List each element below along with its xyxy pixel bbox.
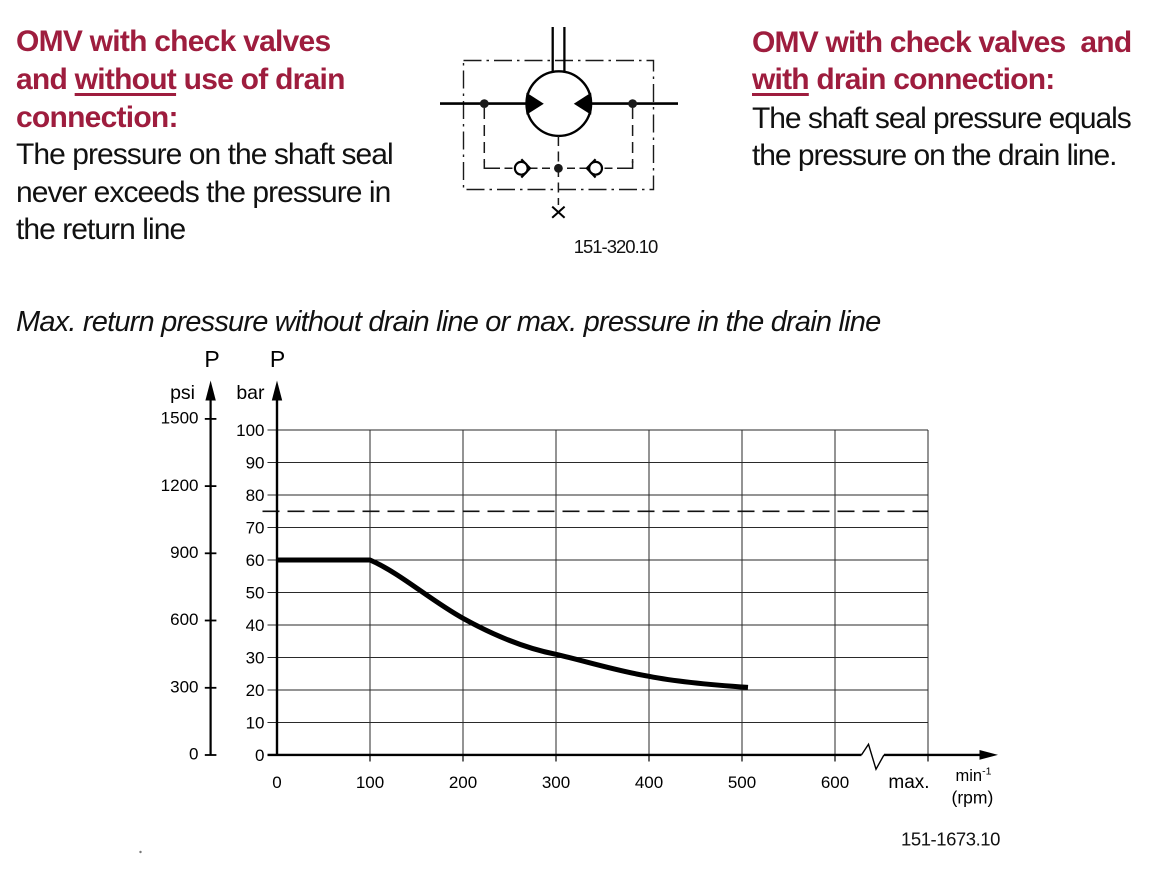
svg-text:0: 0 bbox=[255, 746, 264, 765]
svg-text:0: 0 bbox=[189, 745, 198, 764]
svg-text:151-320.10: 151-320.10 bbox=[574, 236, 658, 257]
svg-text:1200: 1200 bbox=[161, 476, 199, 495]
svg-text:400: 400 bbox=[635, 773, 663, 792]
svg-text:40: 40 bbox=[246, 616, 265, 635]
svg-text:500: 500 bbox=[728, 773, 756, 792]
svg-text:max.: max. bbox=[888, 772, 929, 793]
svg-text:(rpm): (rpm) bbox=[952, 788, 994, 808]
svg-text:100: 100 bbox=[236, 421, 264, 440]
svg-text:300: 300 bbox=[542, 773, 570, 792]
svg-text:P: P bbox=[204, 346, 219, 372]
svg-text:20: 20 bbox=[246, 681, 265, 700]
svg-text:80: 80 bbox=[246, 486, 265, 505]
svg-text:50: 50 bbox=[246, 584, 265, 603]
svg-text:10: 10 bbox=[246, 714, 265, 733]
svg-text:1500: 1500 bbox=[161, 409, 199, 428]
svg-text:900: 900 bbox=[170, 543, 198, 562]
svg-text:600: 600 bbox=[821, 773, 849, 792]
svg-text:90: 90 bbox=[246, 454, 265, 473]
svg-text:bar: bar bbox=[236, 382, 265, 404]
svg-text:200: 200 bbox=[449, 773, 477, 792]
svg-text:100: 100 bbox=[356, 773, 384, 792]
svg-text:psi: psi bbox=[170, 382, 195, 404]
svg-text:60: 60 bbox=[246, 551, 265, 570]
svg-text:151-1673.10: 151-1673.10 bbox=[901, 829, 1000, 850]
svg-text:30: 30 bbox=[246, 649, 265, 668]
svg-text:300: 300 bbox=[170, 678, 198, 697]
svg-text:600: 600 bbox=[170, 610, 198, 629]
svg-text:min-1: min-1 bbox=[956, 766, 992, 786]
svg-text:0: 0 bbox=[272, 773, 281, 792]
svg-text:P: P bbox=[270, 346, 285, 372]
svg-text:70: 70 bbox=[246, 519, 265, 538]
